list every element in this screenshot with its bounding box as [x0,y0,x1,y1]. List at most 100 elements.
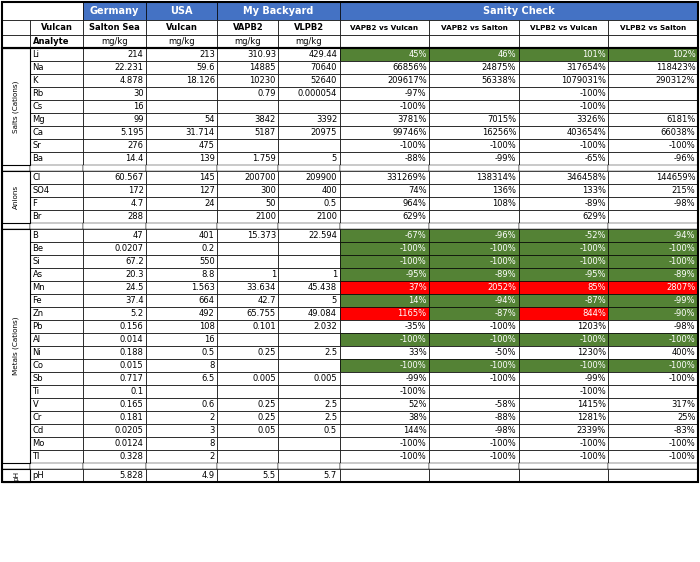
Bar [146,20,218,35]
Text: -100%: -100% [489,322,517,331]
Bar [429,411,519,424]
Text: Ti: Ti [32,387,40,396]
Bar [340,113,429,126]
Text: 3392: 3392 [316,115,337,124]
Text: 215%: 215% [672,186,696,195]
Text: 0.2: 0.2 [202,244,215,253]
Text: 5.5: 5.5 [262,471,276,480]
Text: -100%: -100% [400,257,427,266]
Bar [146,307,218,320]
Text: 4.9: 4.9 [202,471,215,480]
Text: -100%: -100% [400,141,427,150]
Bar [30,223,83,229]
Bar [30,385,83,398]
Bar [519,139,608,152]
Text: 144659%: 144659% [656,173,696,182]
Bar [218,48,279,61]
Bar [340,469,429,482]
Text: 1079031%: 1079031% [561,76,606,85]
Text: 139: 139 [199,154,215,163]
Text: 4.878: 4.878 [120,76,144,85]
Bar [83,229,146,242]
Text: Na: Na [32,63,44,72]
Bar [146,74,218,87]
Bar [2,48,30,165]
Text: 133%: 133% [582,186,606,195]
Text: -100%: -100% [489,361,517,370]
Bar [340,359,429,372]
Bar [279,229,340,242]
Bar [30,359,83,372]
Text: 3842: 3842 [255,115,276,124]
Text: -87%: -87% [494,309,517,318]
Text: 0.6: 0.6 [202,400,215,409]
Text: Sb: Sb [32,374,43,383]
Text: Metals (Cations): Metals (Cations) [13,317,20,375]
Bar [519,281,608,294]
Bar [519,359,608,372]
Bar [608,197,698,210]
Bar [83,450,146,463]
Text: -94%: -94% [674,231,696,240]
Bar [2,469,30,482]
Text: -100%: -100% [489,452,517,461]
Bar [146,48,218,61]
Bar [429,210,519,223]
Bar [279,184,340,197]
Bar [146,126,218,139]
Bar [30,437,83,450]
Bar [608,184,698,197]
Text: 0.005: 0.005 [252,374,276,383]
Bar [519,184,608,197]
Text: Cr: Cr [32,413,42,422]
Bar [30,268,83,281]
Bar [30,87,83,100]
Bar [30,281,83,294]
Bar [2,113,30,126]
Bar [30,307,83,320]
Bar [2,411,30,424]
Text: 5: 5 [332,154,337,163]
Bar [429,74,519,87]
Bar [429,255,519,268]
Bar [429,61,519,74]
Bar [429,307,519,320]
Bar [2,48,30,61]
Bar [2,171,30,184]
Bar [429,171,519,184]
Text: 1165%: 1165% [398,309,427,318]
Bar [83,372,146,385]
Text: 65.755: 65.755 [247,309,276,318]
Text: 0.101: 0.101 [252,322,276,331]
Text: Mg: Mg [32,115,45,124]
Bar [340,61,429,74]
Text: Li: Li [32,50,39,59]
Bar [30,333,83,346]
Bar [519,346,608,359]
Bar [218,126,279,139]
Bar [429,139,519,152]
Bar [2,450,30,463]
Bar [279,171,340,184]
Bar [279,437,340,450]
Text: 37%: 37% [408,283,427,292]
Text: 16256%: 16256% [482,128,517,137]
Bar [429,294,519,307]
Text: 290312%: 290312% [656,76,696,85]
Bar [429,346,519,359]
Bar [218,469,279,482]
Bar [519,126,608,139]
Bar [83,307,146,320]
Bar [2,229,30,463]
Bar [429,126,519,139]
Text: 5: 5 [332,296,337,305]
Text: mg/kg: mg/kg [295,37,322,46]
Bar [2,184,30,197]
Bar [83,184,146,197]
Bar [146,210,218,223]
Text: Cs: Cs [32,102,43,111]
Text: -65%: -65% [584,154,606,163]
Text: 108: 108 [199,322,215,331]
Text: -100%: -100% [668,257,696,266]
Text: -52%: -52% [584,231,606,240]
